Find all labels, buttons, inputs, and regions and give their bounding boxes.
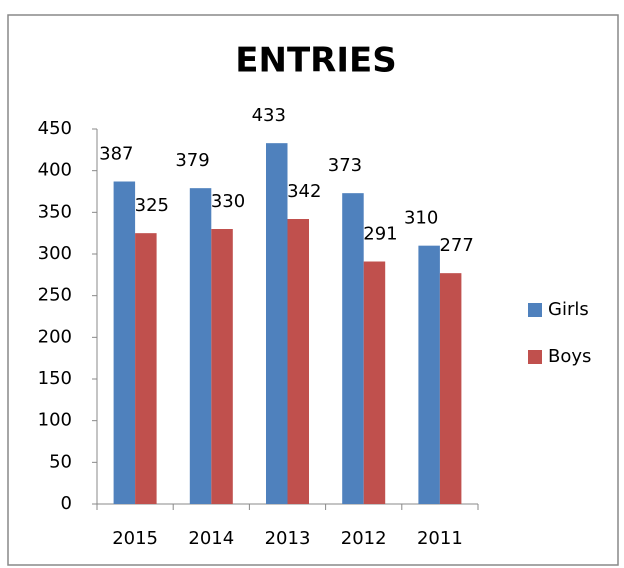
legend-label: Girls xyxy=(548,299,589,320)
data-label: 310 xyxy=(404,208,438,229)
bar xyxy=(418,245,440,504)
data-label: 387 xyxy=(99,144,133,165)
x-tick-label: 2011 xyxy=(417,528,463,549)
bar xyxy=(211,229,233,504)
bar xyxy=(135,233,157,504)
y-tick-label: 350 xyxy=(38,201,72,222)
bar xyxy=(363,261,386,504)
bar xyxy=(189,188,212,504)
x-tick-label: 2012 xyxy=(341,528,387,549)
y-tick-label: 400 xyxy=(38,160,72,181)
legend-label: Boys xyxy=(548,346,591,367)
x-tick-label: 2015 xyxy=(112,528,158,549)
bar xyxy=(266,143,288,504)
y-tick-label: 450 xyxy=(38,118,72,139)
bar xyxy=(439,273,462,504)
data-label: 379 xyxy=(175,150,209,171)
y-tick-label: 100 xyxy=(38,410,72,431)
bar xyxy=(287,219,309,504)
legend-swatch xyxy=(528,350,542,364)
x-tick-label: 2013 xyxy=(265,528,311,549)
y-tick-label: 150 xyxy=(38,368,72,389)
chart-border xyxy=(7,14,619,566)
y-tick-label: 250 xyxy=(38,285,72,306)
data-label: 433 xyxy=(252,105,286,126)
y-tick-label: 0 xyxy=(61,493,72,514)
data-label: 373 xyxy=(328,155,362,176)
bar xyxy=(342,193,364,504)
y-tick-label: 50 xyxy=(49,451,72,472)
bar xyxy=(113,181,136,504)
data-label: 291 xyxy=(363,224,397,245)
x-tick-label: 2014 xyxy=(188,528,234,549)
y-tick-label: 200 xyxy=(38,326,72,347)
data-label: 277 xyxy=(439,235,473,256)
data-label: 342 xyxy=(287,181,321,202)
y-tick-label: 300 xyxy=(38,243,72,264)
chart-title: ENTRIES xyxy=(235,41,396,81)
data-label: 325 xyxy=(135,195,169,216)
data-label: 330 xyxy=(211,191,245,212)
legend-swatch xyxy=(528,303,542,317)
